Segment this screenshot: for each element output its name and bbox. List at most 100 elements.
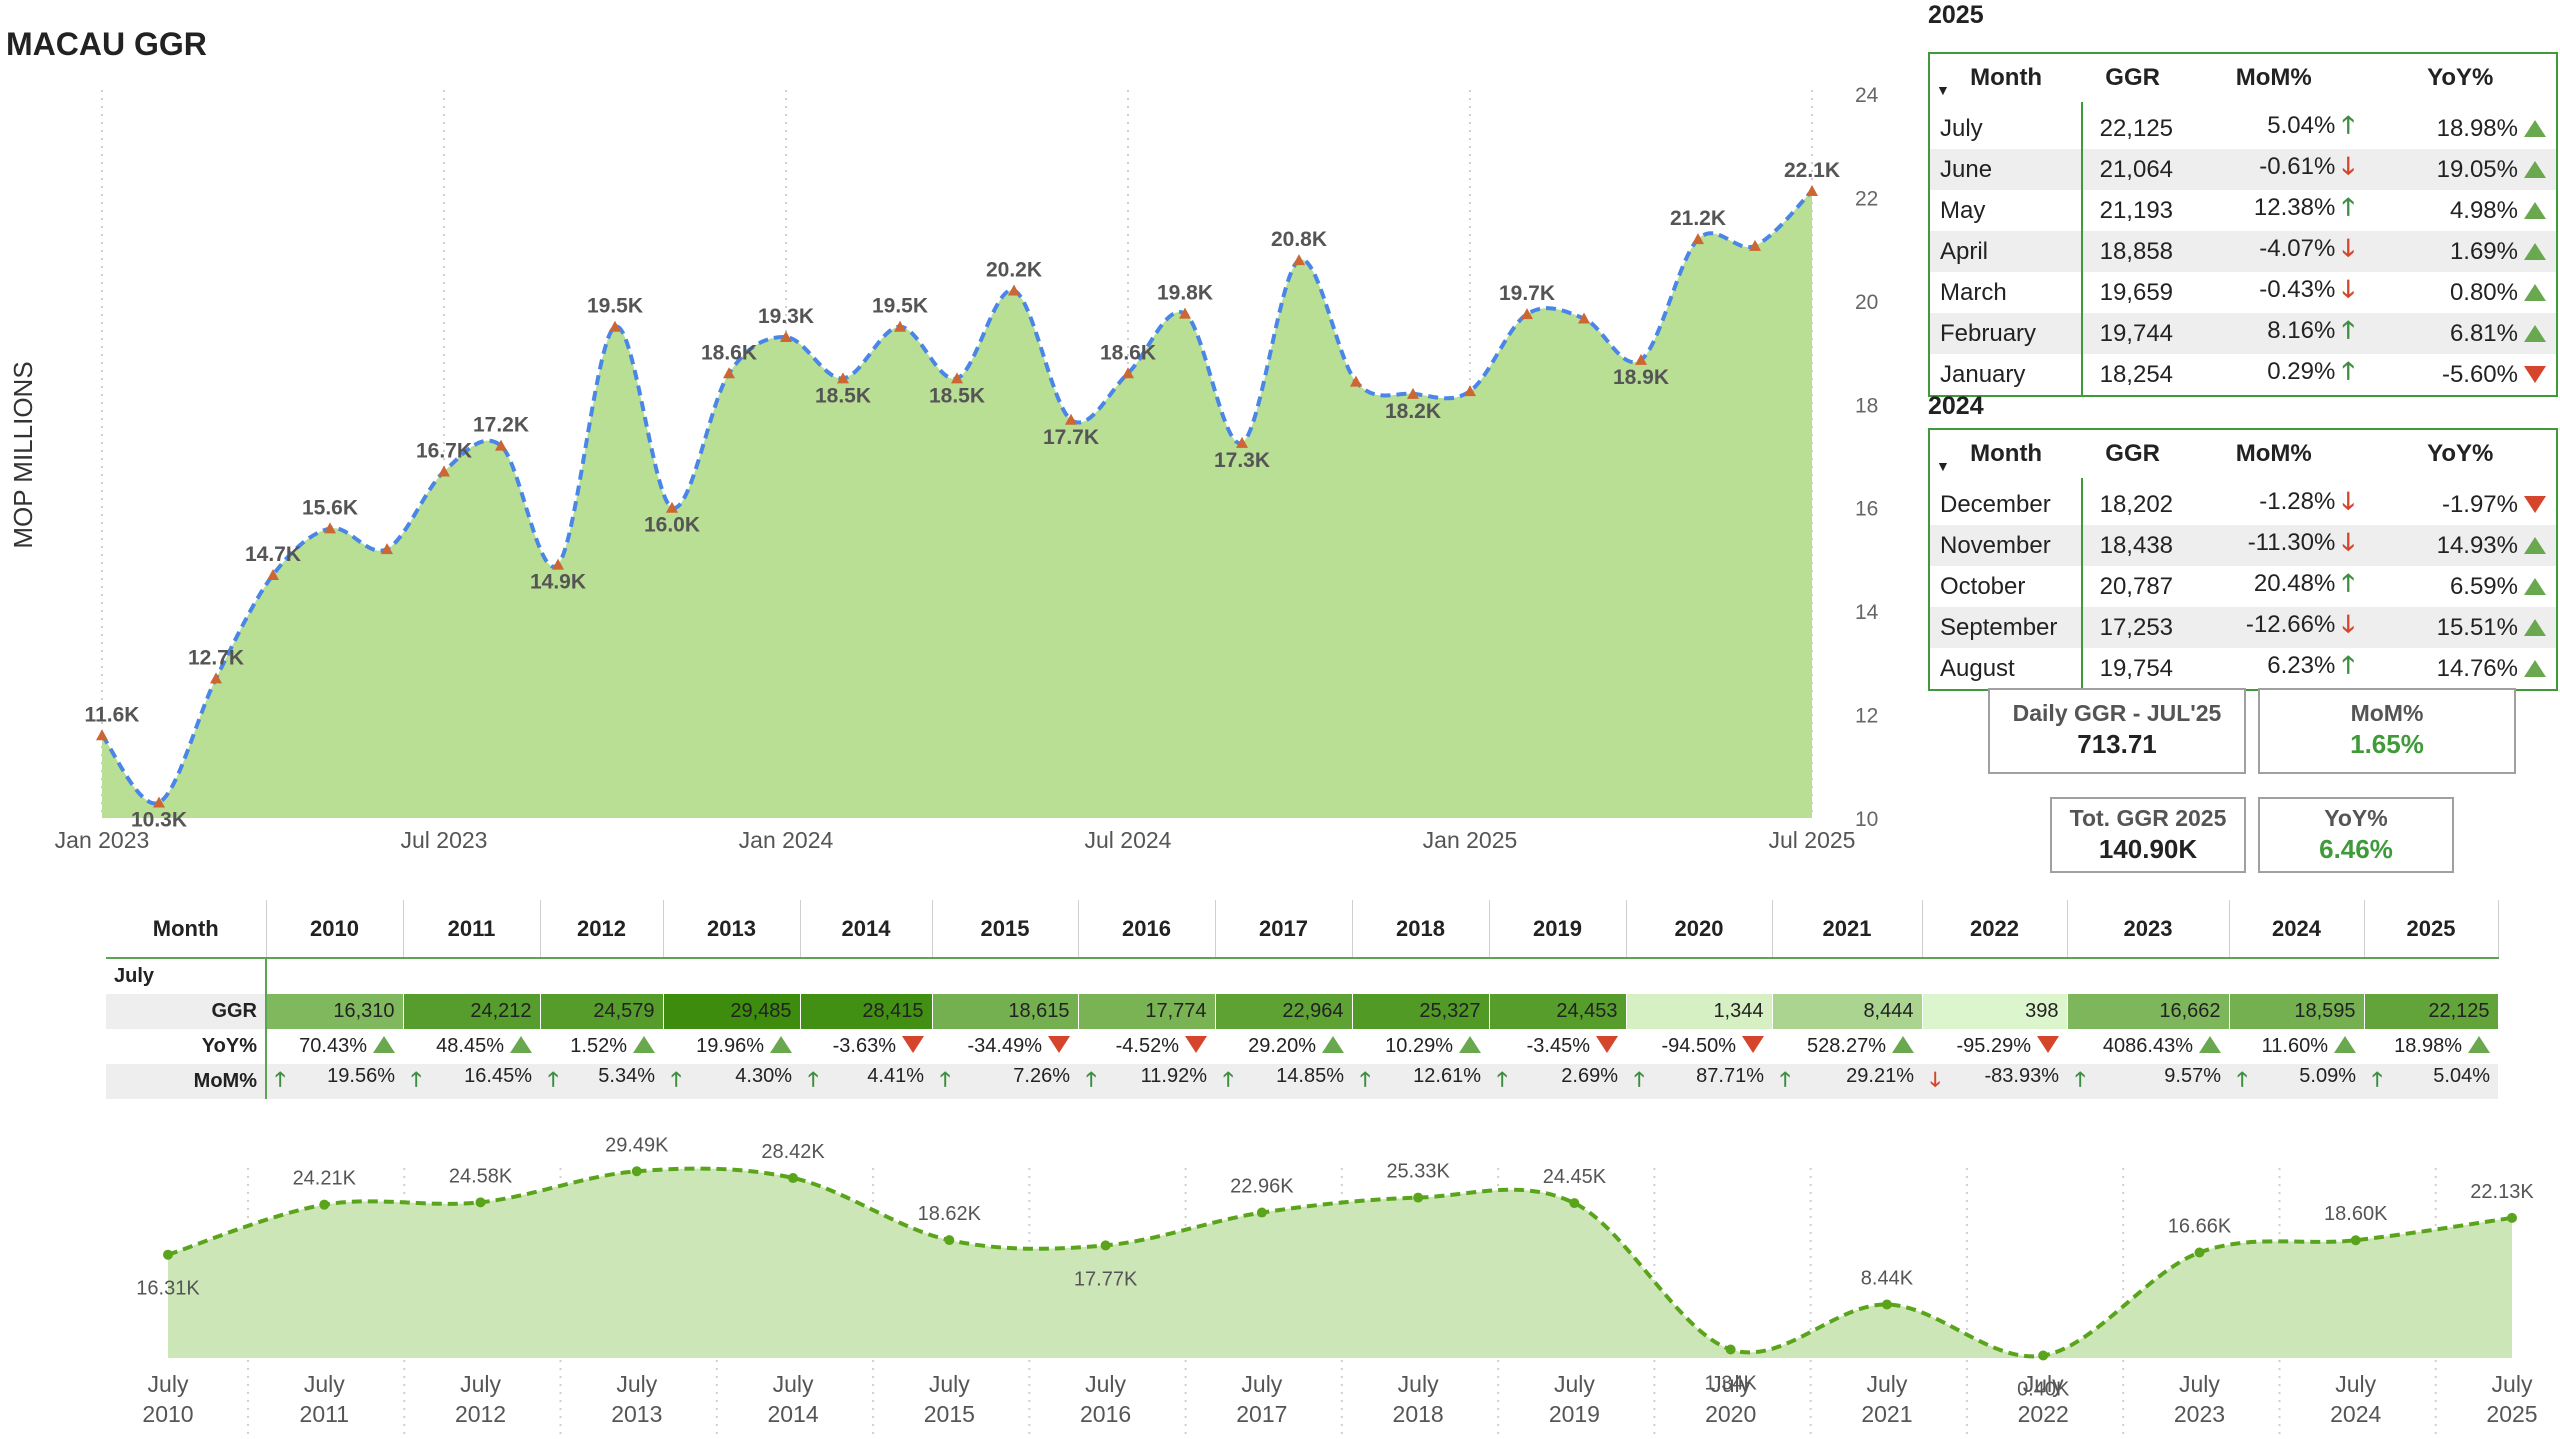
x-tick-label: 2017 — [1236, 1401, 1287, 1427]
arrow-up-icon: 🡑 — [2237, 1068, 2248, 1091]
data-label: 22.96K — [1230, 1176, 1294, 1198]
triangle-up-icon — [373, 1036, 395, 1053]
column-header-mom[interactable]: MoM% — [2235, 440, 2312, 467]
data-label: 18.6K — [1100, 341, 1156, 364]
table-row[interactable]: July 22,125 5.04% 🡑 18.98% — [1929, 102, 2557, 149]
yoy-cell: 14.76% — [2364, 648, 2557, 690]
column-header-year[interactable]: 2016 — [1078, 900, 1216, 959]
month-cell: February — [1929, 313, 2084, 354]
table-row[interactable]: August 19,754 6.23% 🡑 14.76% — [1929, 648, 2557, 690]
column-header-year[interactable]: 2011 — [403, 900, 541, 959]
triangle-down-icon — [1596, 1036, 1618, 1053]
mom-cell: 🡑 2.69% — [1489, 1064, 1626, 1099]
column-header-year[interactable]: 2015 — [932, 900, 1079, 959]
arrow-up-icon: 🡑 — [1223, 1068, 1234, 1091]
column-header-year[interactable]: 2023 — [2067, 900, 2230, 959]
arrow-up-icon: 🡑 — [671, 1068, 682, 1091]
column-header-year[interactable]: 2013 — [663, 900, 801, 959]
data-point — [609, 320, 621, 332]
data-label: 12.7K — [188, 646, 244, 669]
arrow-up-icon: 🡑 — [2372, 1068, 2383, 1091]
mom-cell: 🡑 16.45% — [403, 1064, 540, 1099]
yoy-cell: -4.52% — [1078, 1029, 1215, 1064]
ggr-cell: 19,744 — [2082, 313, 2184, 354]
column-header-year[interactable]: 2025 — [2364, 900, 2499, 959]
yoy-card: YoY% 6.46% — [2258, 797, 2454, 873]
column-header-month[interactable]: ▼ Month — [1936, 64, 2043, 98]
data-label: 20.2K — [986, 259, 1042, 282]
data-label: 21.2K — [1670, 207, 1726, 230]
x-tick-label: 2016 — [1080, 1401, 1131, 1427]
column-header-year[interactable]: 2021 — [1772, 900, 1923, 959]
table-row[interactable]: September 17,253 -12.66% 🡓 15.51% — [1929, 607, 2557, 648]
yoy-cell: -3.63% — [800, 1029, 932, 1064]
ggr-cell: 24,453 — [1489, 994, 1627, 1029]
data-label: 25.33K — [1386, 1161, 1450, 1183]
table-row[interactable]: June 21,064 -0.61% 🡓 19.05% — [1929, 149, 2557, 190]
arrow-up-icon: 🡑 — [2341, 112, 2355, 139]
mom-cell: 🡑 5.09% — [2229, 1064, 2364, 1099]
column-header-yoy[interactable]: YoY% — [2427, 64, 2494, 91]
column-header-ggr[interactable]: GGR — [2105, 440, 2160, 467]
arrow-down-icon: 🡓 — [2341, 153, 2355, 180]
arrow-up-icon: 🡑 — [2341, 652, 2355, 679]
x-tick-label: Jan 2025 — [1423, 827, 1518, 853]
month-cell: January — [1929, 354, 2084, 396]
arrow-up-icon: 🡑 — [2341, 570, 2355, 597]
yoy-cell: 4.98% — [2364, 190, 2557, 231]
row-label-ggr: GGR — [106, 994, 267, 1029]
chart-series-line — [167, 1166, 2513, 1359]
sort-down-icon[interactable]: ▼ — [1936, 82, 1950, 98]
table-row[interactable]: April 18,858 -4.07% 🡓 1.69% — [1929, 231, 2557, 272]
column-header-year[interactable]: 2012 — [540, 900, 664, 959]
x-tick-label: July — [1241, 1371, 1282, 1397]
column-header-year[interactable]: 2017 — [1215, 900, 1353, 959]
arrow-up-icon: 🡑 — [1497, 1068, 1508, 1091]
daily-ggr-card: Daily GGR - JUL'25 713.71 — [1988, 688, 2246, 774]
column-header-year[interactable]: 2010 — [266, 900, 404, 959]
table-row[interactable]: February 19,744 8.16% 🡑 6.81% — [1929, 313, 2557, 354]
column-header-yoy[interactable]: YoY% — [2427, 440, 2494, 467]
table-row[interactable]: May 21,193 12.38% 🡑 4.98% — [1929, 190, 2557, 231]
data-point — [1350, 375, 1362, 387]
table-row[interactable]: December 18,202 -1.28% 🡓 -1.97% — [1929, 478, 2557, 525]
table-row[interactable]: January 18,254 0.29% 🡑 -5.60% — [1929, 354, 2557, 396]
arrow-down-icon: 🡓 — [2341, 488, 2355, 515]
ggr-cell: 17,774 — [1078, 994, 1216, 1029]
card-value: 1.65% — [2350, 729, 2424, 759]
table-row[interactable]: March 19,659 -0.43% 🡓 0.80% — [1929, 272, 2557, 313]
sort-down-icon[interactable]: ▼ — [1936, 458, 1950, 474]
table-row[interactable]: November 18,438 -11.30% 🡓 14.93% — [1929, 525, 2557, 566]
column-header-year[interactable]: 2020 — [1626, 900, 1773, 959]
column-header-month[interactable]: ▼ Month — [1936, 440, 2043, 474]
column-header-year[interactable]: 2018 — [1352, 900, 1490, 959]
column-header-year[interactable]: 2024 — [2229, 900, 2365, 959]
x-tick-label: 2018 — [1393, 1401, 1444, 1427]
data-point — [1008, 284, 1020, 296]
column-header-month[interactable]: Month — [106, 900, 267, 959]
mom-cell: -1.28% 🡓 — [2259, 488, 2355, 515]
column-header-year[interactable]: 2014 — [800, 900, 933, 959]
x-tick-label: July — [2335, 1371, 2376, 1397]
data-label: 22.1K — [1784, 159, 1840, 182]
y-axis-label: MOP MILLIONS — [8, 361, 38, 548]
data-label: 15.6K — [302, 496, 358, 519]
triangle-up-icon — [2524, 618, 2546, 636]
column-header-year[interactable]: 2022 — [1922, 900, 2068, 959]
x-tick-label: Jan 2024 — [739, 827, 834, 853]
data-label: 10.3K — [131, 808, 187, 831]
x-tick-label: July — [2492, 1371, 2533, 1397]
data-label: 16.31K — [136, 1278, 200, 1300]
column-header-mom[interactable]: MoM% — [2235, 64, 2312, 91]
data-point — [1749, 239, 1761, 251]
column-header-ggr[interactable]: GGR — [2105, 64, 2160, 91]
triangle-up-icon — [2334, 1036, 2356, 1053]
data-point — [788, 1173, 799, 1184]
ggr-cell: 25,327 — [1352, 994, 1490, 1029]
mom-cell: 🡓 -83.93% — [1922, 1064, 2067, 1099]
month-cell: March — [1929, 272, 2084, 313]
table-row[interactable]: October 20,787 20.48% 🡑 6.59% — [1929, 566, 2557, 607]
ggr-cell: 21,064 — [2082, 149, 2184, 190]
arrow-up-icon: 🡑 — [548, 1068, 559, 1091]
column-header-year[interactable]: 2019 — [1489, 900, 1627, 959]
